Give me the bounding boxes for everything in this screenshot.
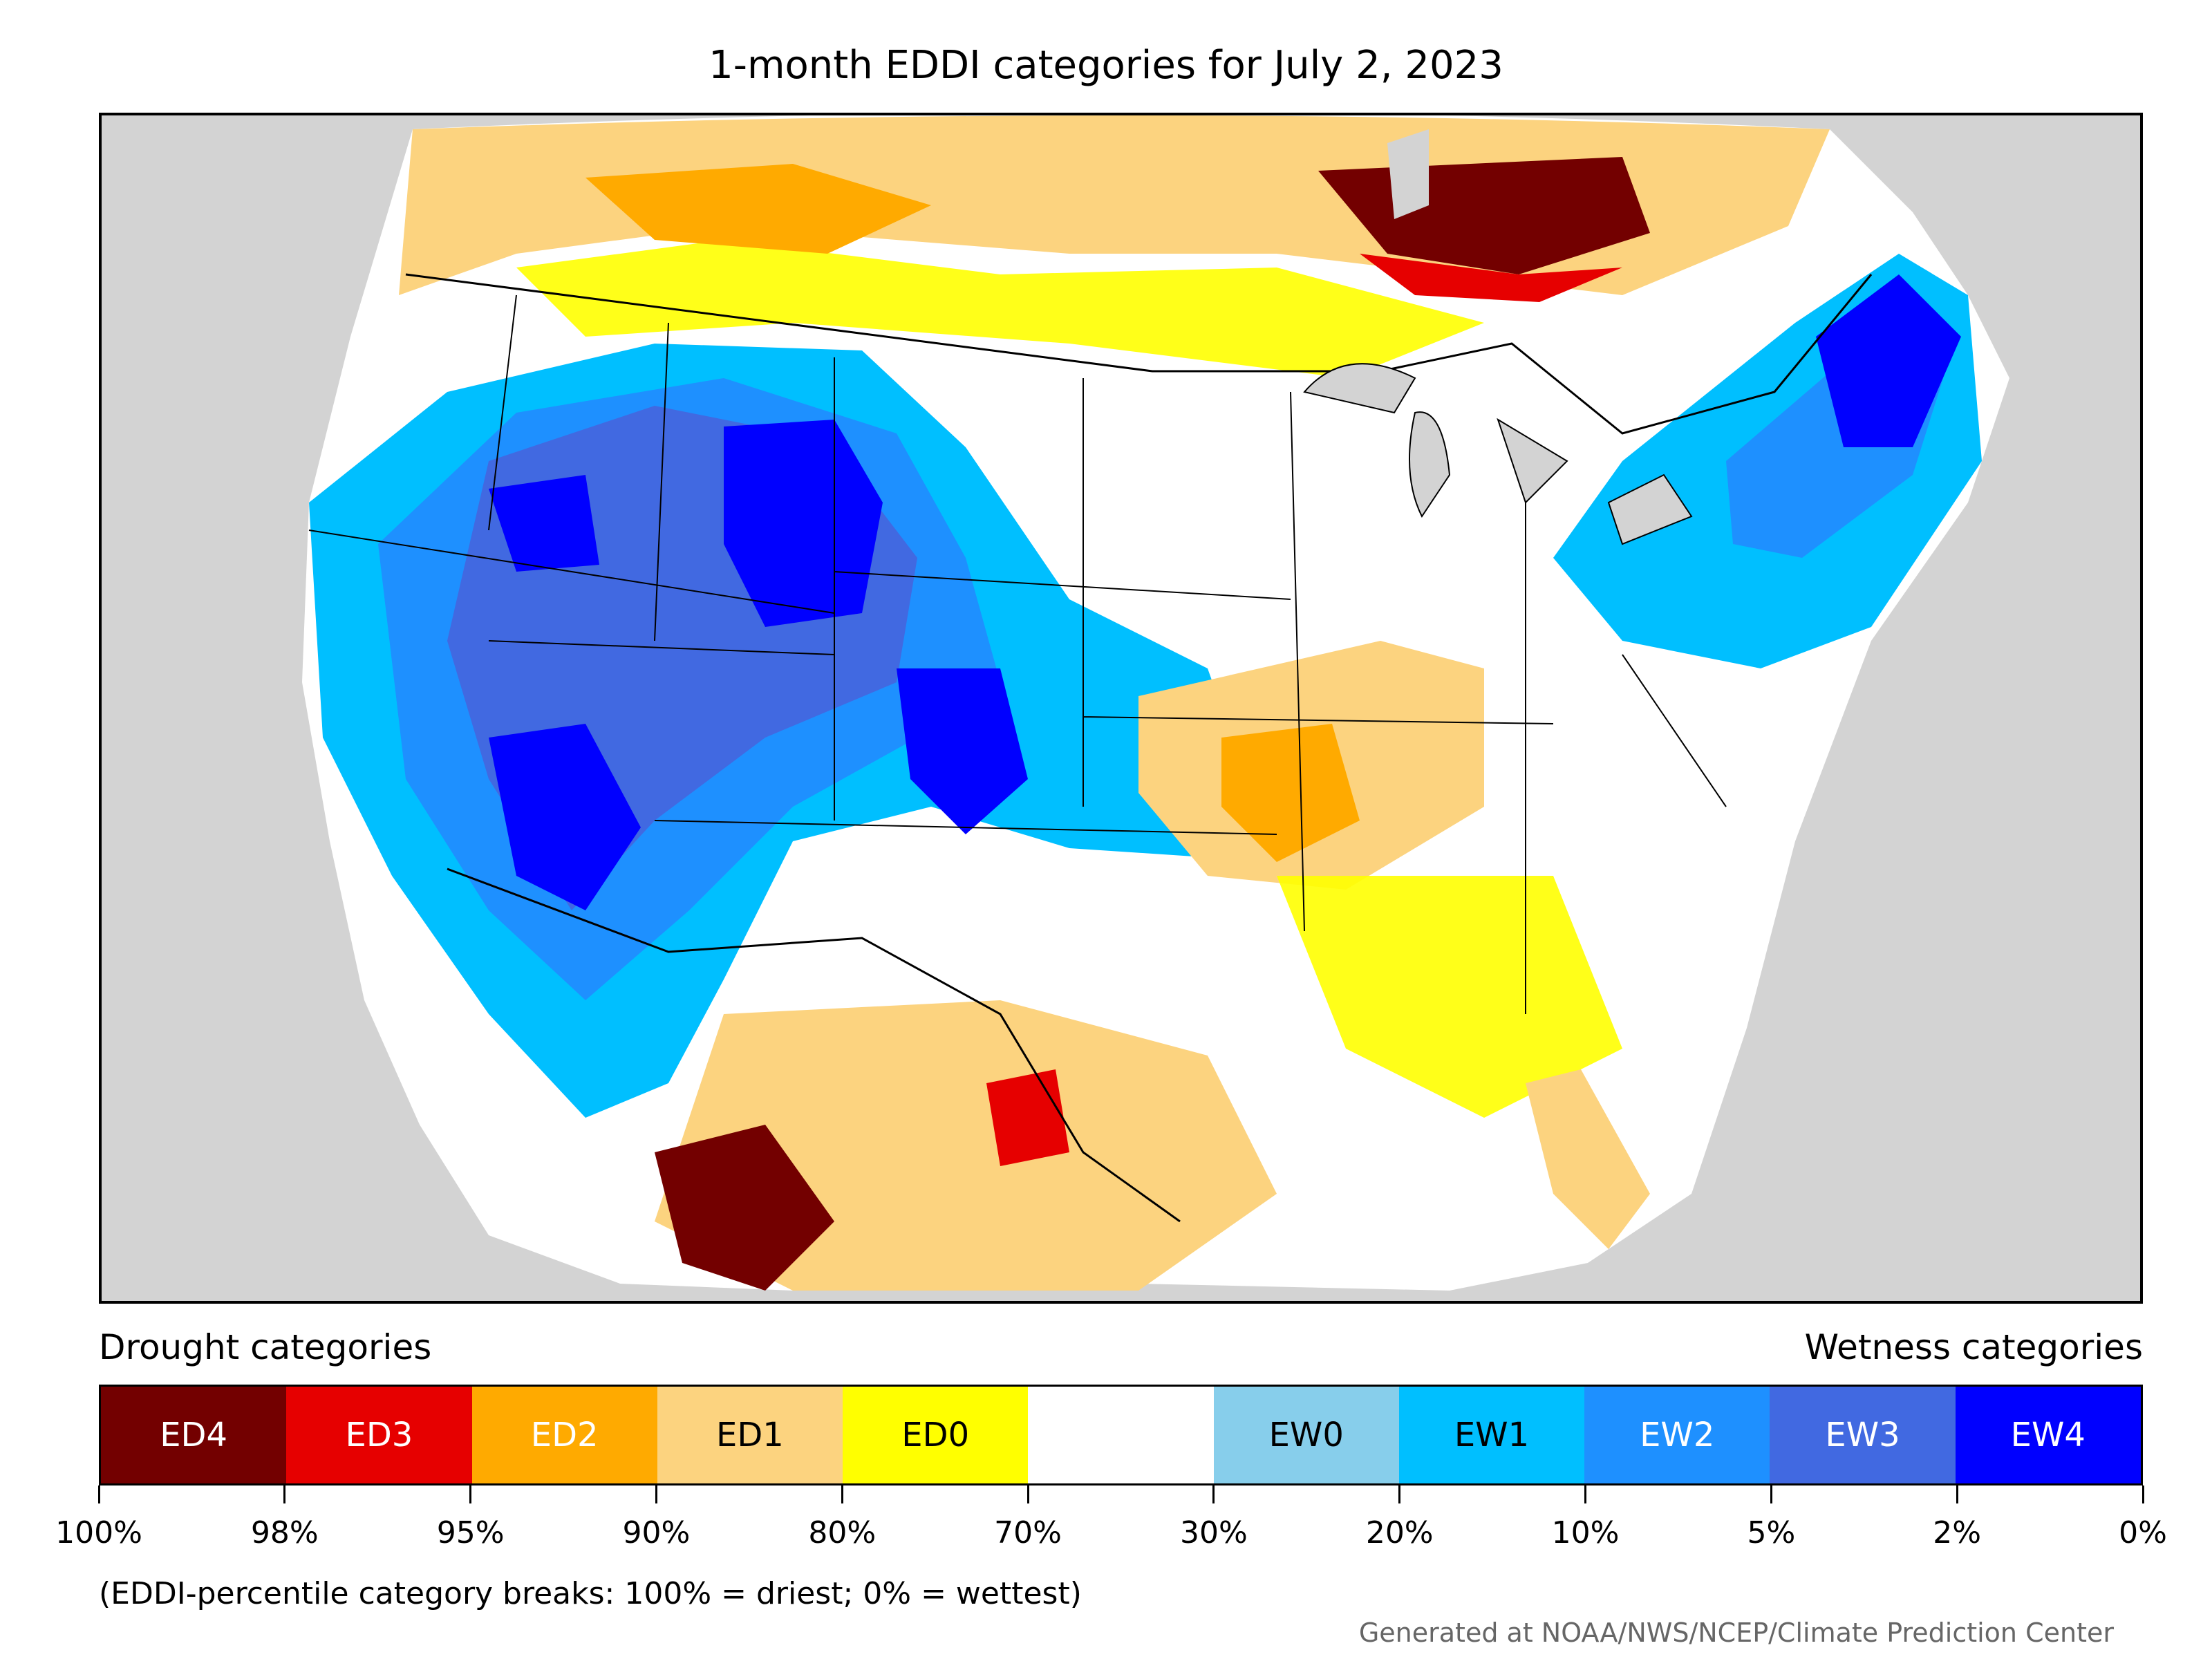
colorbar-tick: [1027, 1485, 1029, 1503]
colorbar-tick: [1212, 1485, 1215, 1503]
map-panel: [99, 113, 2143, 1304]
map-title: 1-month EDDI categories for July 2, 2023: [709, 43, 1503, 88]
ew4-region-colorado: [897, 668, 1028, 834]
colorbar-tick: [1956, 1485, 1958, 1503]
colorbar-tick-label: 100%: [55, 1515, 142, 1550]
colorbar-tick: [841, 1485, 843, 1503]
great-lakes: [1303, 363, 1693, 545]
colorbar-tick-label: 5%: [1747, 1515, 1796, 1550]
colorbar-tick-label: 95%: [436, 1515, 505, 1550]
colorbar-cell-ew4: EW4: [1955, 1387, 2141, 1483]
ew4-region-idaho: [489, 475, 599, 572]
colorbar-tick-label: 70%: [994, 1515, 1062, 1550]
credit-line: Generated at NOAA/NWS/NCEP/Climate Predi…: [1358, 1618, 2114, 1648]
colorbar-ticks: [97, 1485, 2144, 1506]
colorbar-cell-ed4: ED4: [101, 1387, 287, 1483]
us-mexico-border: [447, 868, 1181, 1223]
colorbar-cell-ew0: EW0: [1213, 1387, 1399, 1483]
ew4-region-nevada: [489, 724, 641, 910]
category-colorbar: ED4 ED3 ED2 ED1 ED0 EW0 EW1 EW2 EW3 EW4: [99, 1385, 2143, 1485]
colorbar-cell-ed2: ED2: [471, 1387, 657, 1483]
colorbar-tick: [1584, 1485, 1587, 1503]
colorbar-tick-label: 90%: [622, 1515, 691, 1550]
wetness-categories-title: Wetness categories: [1804, 1327, 2143, 1367]
colorbar-tick-label: 30%: [1180, 1515, 1248, 1550]
ed3-region-texas: [986, 1069, 1069, 1166]
ed2-region-missouri: [1221, 724, 1360, 862]
colorbar-tick-label: 20%: [1365, 1515, 1434, 1550]
colorbar-cell-ed0: ED0: [843, 1387, 1029, 1483]
colorbar-tick-label: 98%: [250, 1515, 319, 1550]
ed1-region-florida: [1526, 1069, 1650, 1249]
ed0-region-southeast: [1277, 876, 1622, 1118]
ed4-region-mexico: [655, 1125, 834, 1291]
ew4-region-wyoming: [724, 420, 883, 627]
ed2-region-north: [585, 164, 931, 254]
colorbar-cell-ed1: ED1: [657, 1387, 843, 1483]
colorbar-tick: [1398, 1485, 1401, 1503]
colorbar-cell-ed3: ED3: [286, 1387, 472, 1483]
colorbar-tick-label: 0%: [2119, 1515, 2167, 1550]
colorbar-cell-ew1: EW1: [1398, 1387, 1585, 1483]
state-boundaries: [308, 294, 1727, 1014]
colorbar-tick: [283, 1485, 286, 1503]
hudson-bay-lake: [1387, 129, 1429, 219]
category-footnote: (EDDI-percentile category breaks: 100% =…: [99, 1576, 1082, 1611]
ed3-region-great-lakes: [1360, 254, 1622, 302]
colorbar-cell-ew3: EW3: [1770, 1387, 1956, 1483]
ed0-region-north: [516, 240, 1484, 378]
eddi-map: [302, 115, 2009, 1291]
colorbar-tick: [655, 1485, 657, 1503]
colorbar-tick: [469, 1485, 472, 1503]
colorbar-tick-label: 80%: [808, 1515, 877, 1550]
colorbar-tick: [1770, 1485, 1772, 1503]
ew4-region-maine: [1816, 274, 1961, 447]
drought-categories-title: Drought categories: [99, 1327, 432, 1367]
colorbar-tick: [97, 1485, 100, 1503]
colorbar-tick-label: 10%: [1551, 1515, 1620, 1550]
colorbar-cell-neutral: [1028, 1387, 1214, 1483]
colorbar-cell-ew2: EW2: [1584, 1387, 1770, 1483]
colorbar-tick-label: 2%: [1933, 1515, 1982, 1550]
us-canada-border: [405, 273, 1873, 435]
colorbar-tick: [2141, 1485, 2144, 1503]
